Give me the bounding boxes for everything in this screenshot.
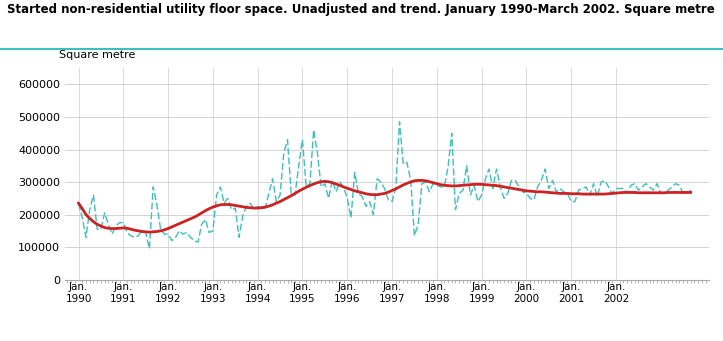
Text: Started non-residential utility floor space. Unadjusted and trend. January 1990-: Started non-residential utility floor sp… — [7, 3, 715, 16]
Text: Square metre: Square metre — [59, 50, 135, 60]
